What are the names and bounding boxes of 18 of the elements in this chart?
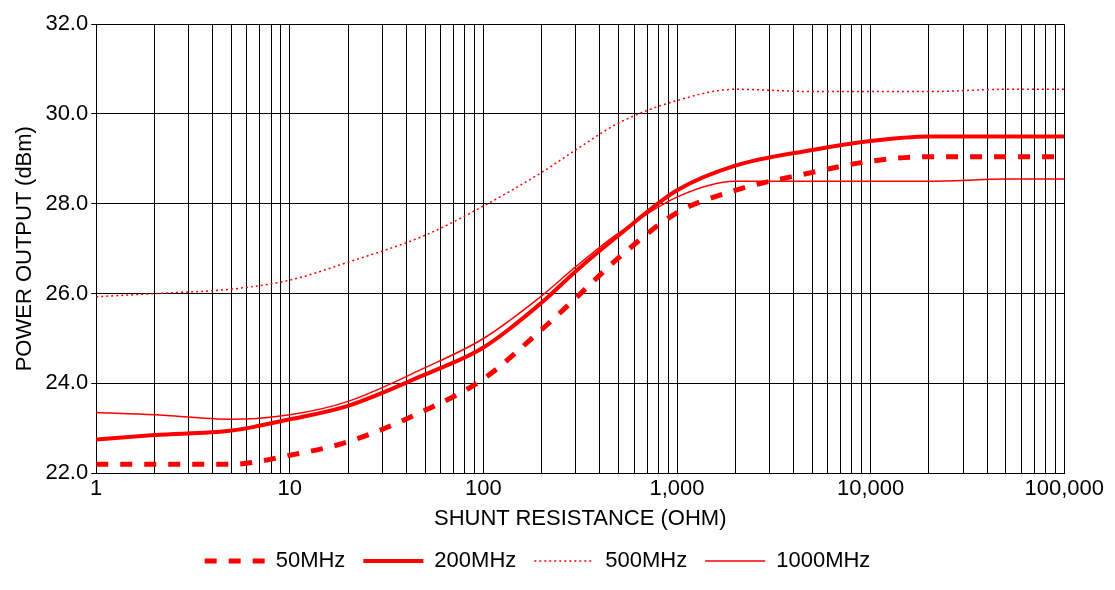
x-tick-label: 100,000: [1024, 475, 1104, 501]
x-tick-label: 100: [465, 475, 502, 501]
x-tick-label: 1: [90, 475, 103, 501]
y-tick-label: 32.0: [45, 10, 89, 36]
x-axis-title: SHUNT RESISTANCE (OHM): [433, 504, 727, 530]
x-tick-label: 10: [277, 475, 303, 501]
y-tick-label: 22.0: [45, 459, 89, 485]
y-axis-title: POWER OUTPUT (dBm): [11, 126, 37, 372]
y-tick-label: 30.0: [45, 100, 89, 126]
legend-label: 1000MHz: [776, 547, 871, 573]
y-tick-label: 28.0: [45, 189, 89, 215]
y-tick-label: 26.0: [45, 279, 89, 305]
y-tick-label: 24.0: [45, 369, 89, 395]
x-tick-label: 10,000: [836, 475, 905, 501]
legend-label: 50MHz: [275, 547, 346, 573]
legend-label: 200MHz: [434, 547, 517, 573]
x-tick-label: 1,000: [649, 475, 705, 501]
legend-label: 500MHz: [605, 547, 688, 573]
